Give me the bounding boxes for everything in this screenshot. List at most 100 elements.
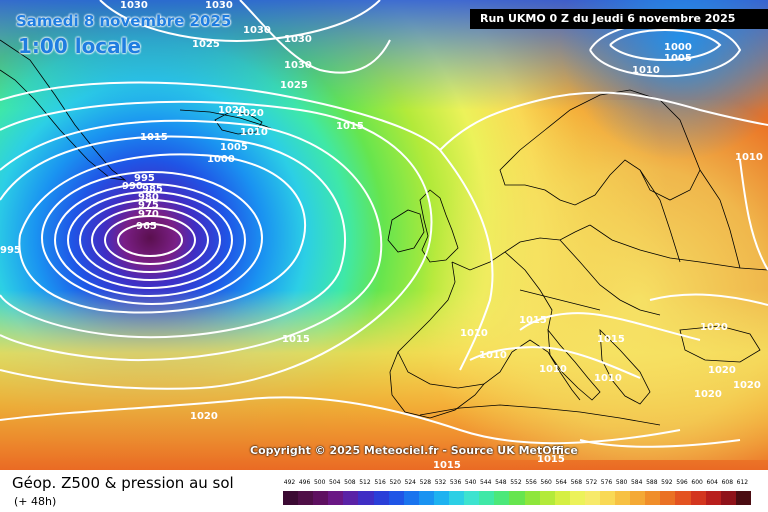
scale-label: 500: [313, 479, 326, 486]
isobar-label: 1015: [537, 454, 565, 465]
color-scale: [283, 491, 751, 505]
scale-swatch: [373, 491, 389, 505]
scale-swatch: [328, 491, 344, 505]
run-info: Run UKMO 0 Z du Jeudi 6 novembre 2025: [470, 9, 768, 29]
isobar-label: 995: [0, 245, 21, 256]
isobar-label: 985: [142, 184, 163, 195]
scale-label: 508: [344, 479, 356, 486]
isobar-label: 1010: [240, 127, 268, 138]
scale-swatch: [509, 491, 525, 505]
scale-label: 532: [434, 479, 447, 486]
scale-label: 592: [661, 479, 673, 486]
weather-map: 1030 1030 1025 1030 1030 1030 1025 1020 …: [0, 0, 768, 470]
scale-label: 572: [585, 479, 598, 486]
scale-swatch: [283, 491, 299, 505]
scale-swatch: [554, 491, 570, 505]
isobar-label: 1010: [632, 65, 660, 76]
isobar-995: [41, 171, 263, 305]
scale-swatch: [298, 491, 314, 505]
scale-label: 520: [389, 479, 401, 486]
isobar-1025: [99, 0, 381, 42]
scale-label: 568: [570, 479, 583, 486]
scale-swatch: [569, 491, 585, 505]
scale-swatch: [464, 491, 480, 505]
scale-swatch: [630, 491, 646, 505]
map-canvas: 1030 1030 1025 1030 1030 1030 1025 1020 …: [0, 0, 768, 470]
isobars: [0, 0, 768, 447]
scale-swatch: [675, 491, 691, 505]
scale-label: 552: [510, 479, 522, 486]
isobar-1000: [18, 153, 306, 314]
scale-label: 504: [329, 479, 341, 486]
isobar-label: 1020: [694, 389, 722, 400]
isobar-label: 1000: [207, 154, 235, 165]
isobar-990: [54, 183, 246, 297]
legend-footer: Géop. Z500 & pression au sol (+ 48h) 492…: [0, 470, 768, 512]
scale-swatch: [433, 491, 450, 505]
isobar-1020-south: [0, 396, 681, 445]
isobar-label: 1015: [433, 460, 461, 470]
isobar-1010-med: [469, 346, 641, 379]
scale-label: 540: [464, 479, 477, 486]
isobar-975: [91, 207, 209, 273]
isobar-1020: [0, 81, 441, 151]
scale-swatch: [599, 491, 616, 505]
isobar-985: [67, 191, 233, 289]
scale-swatch: [539, 491, 555, 505]
isobar-1030: [239, 0, 391, 74]
scale-swatch: [524, 491, 540, 505]
isobar-label: 980: [138, 192, 159, 203]
scale-swatch: [615, 491, 631, 505]
isobar-label: 975: [138, 200, 159, 211]
isobar-label: 1030: [243, 25, 271, 36]
isobar-label: 990: [122, 181, 143, 192]
lead-time: (+ 48h): [14, 495, 57, 508]
scale-label: 524: [404, 479, 416, 486]
isobar-label: 1015: [140, 132, 168, 143]
isobar-1015-med: [519, 312, 701, 341]
isobar-label: 1010: [460, 328, 488, 339]
scale-swatch: [690, 491, 706, 505]
isobar-1015-mid: [439, 149, 494, 371]
scale-label: 600: [691, 479, 703, 486]
isobar-label: 1020: [700, 322, 728, 333]
isobar-label: 1025: [280, 80, 308, 91]
isobar-label: 1015: [597, 334, 625, 345]
isobar-label: 965: [136, 221, 157, 232]
scale-label: 548: [495, 479, 507, 486]
isobar-label: 1030: [284, 34, 312, 45]
isobar-label: 1015: [282, 334, 310, 345]
isobar-label: 1030: [284, 60, 312, 71]
scale-label: 516: [374, 479, 386, 486]
isobar-label: 1010: [539, 364, 567, 375]
scale-label: 604: [706, 479, 718, 486]
scale-swatch: [720, 491, 736, 505]
isobar-label: 1015: [336, 121, 364, 132]
scale-label: 512: [359, 479, 371, 486]
isobar-1010: [0, 119, 383, 362]
isobar-label: 970: [138, 209, 159, 220]
isobar-label: 1020: [190, 411, 218, 422]
isobar-label: 1020: [733, 380, 761, 391]
isobar-label: 1020: [708, 365, 736, 376]
scale-label: 596: [676, 479, 688, 486]
scale-label: 584: [630, 479, 643, 486]
scale-label: 564: [555, 479, 567, 486]
parameter-title: Géop. Z500 & pression au sol: [12, 474, 234, 492]
isobar-label: 1020: [236, 108, 264, 119]
isobar-label: 1025: [192, 39, 220, 50]
scale-label: 608: [721, 479, 734, 486]
isobar-1010-east: [739, 159, 768, 271]
isobar-980: [79, 199, 221, 281]
scale-label: 528: [419, 479, 432, 486]
scale-swatch: [735, 491, 751, 505]
isobar-label: 1005: [220, 142, 248, 153]
scale-label: 496: [298, 479, 311, 486]
isobar-label: 1030: [205, 0, 233, 11]
isobar-1020-east: [649, 293, 768, 306]
copyright: Copyright © 2025 Meteociel.fr - Source U…: [250, 444, 578, 457]
scale-swatch: [418, 491, 434, 505]
scale-swatch: [449, 491, 465, 505]
isobar-1000-ne: [609, 29, 722, 61]
isobar-labels: 1030 1030 1025 1030 1030 1030 1025 1020 …: [0, 0, 763, 470]
